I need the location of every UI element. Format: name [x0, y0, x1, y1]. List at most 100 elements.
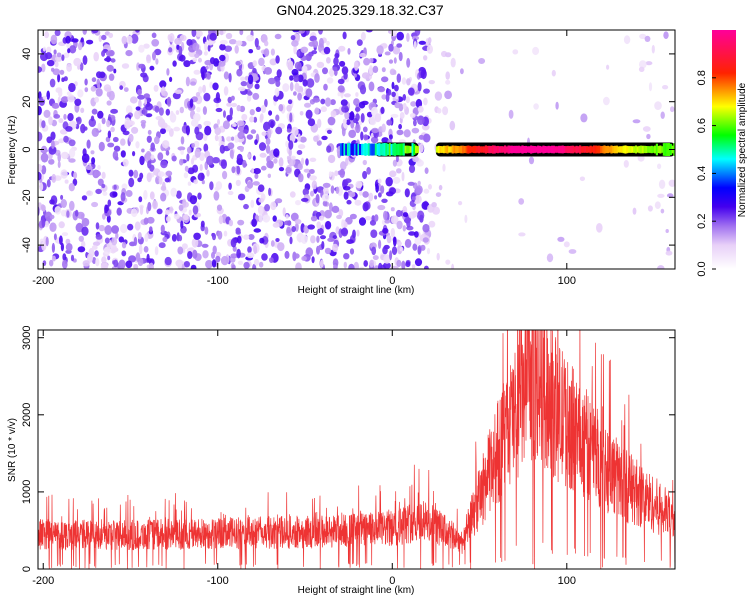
heatmap-cell — [296, 150, 303, 155]
heatmap-cell — [118, 236, 125, 243]
heatmap-cell — [212, 245, 217, 255]
heatmap-cell — [154, 105, 160, 113]
heatmap-cell — [377, 178, 382, 184]
colorbar-tick-label: 0.2 — [696, 214, 708, 229]
heatmap-cell — [157, 171, 165, 178]
heatmap-cell — [46, 59, 55, 67]
heatmap-cell — [243, 261, 250, 269]
heatmap-cell — [248, 49, 254, 54]
heatmap-cell — [160, 160, 168, 169]
heatmap-cell — [223, 230, 228, 237]
heatmap-cell — [228, 72, 232, 83]
signal-band-cell — [593, 145, 596, 154]
heatmap-cell — [194, 53, 200, 59]
heatmap-cell — [226, 102, 233, 107]
heatmap-cell — [107, 142, 115, 148]
heatmap-cell — [195, 30, 203, 37]
heatmap-cell — [242, 129, 249, 134]
heatmap-cell — [254, 76, 259, 81]
heatmap-cell — [241, 113, 248, 121]
heatmap-cell — [81, 226, 89, 236]
heatmap-cell — [374, 113, 382, 123]
heatmap-cell — [380, 106, 385, 114]
heatmap-cell — [289, 75, 294, 81]
heatmap-cell — [377, 204, 386, 211]
heatmap-cell — [302, 79, 308, 87]
heatmap-cell — [97, 110, 104, 119]
heatmap-cell — [423, 55, 428, 61]
heatmap-cell — [644, 35, 651, 43]
heatmap-cell — [257, 184, 265, 192]
heatmap-cell — [320, 106, 327, 113]
heatmap-cell — [414, 258, 423, 267]
heatmap-cell — [262, 214, 271, 223]
x-tick-label: -100 — [207, 575, 229, 587]
heatmap-cell — [381, 123, 386, 133]
heatmap-cell — [417, 246, 422, 255]
heatmap-cell — [368, 81, 375, 92]
signal-band-cell — [521, 145, 524, 154]
heatmap-cell — [337, 78, 345, 85]
signal-band-cell — [451, 145, 454, 154]
heatmap-cell — [253, 259, 260, 266]
heatmap-cell — [138, 99, 142, 109]
heatmap-cell — [331, 205, 340, 213]
heatmap-cell — [639, 60, 647, 69]
heatmap-cell — [361, 72, 370, 79]
heatmap-cell — [229, 39, 237, 45]
heatmap-cell — [90, 115, 95, 122]
heatmap-cell — [207, 44, 211, 52]
x-tick-label: 0 — [389, 275, 395, 287]
heatmap-cell — [224, 45, 232, 52]
heatmap-cell — [237, 193, 246, 201]
heatmap-cell — [183, 172, 189, 179]
heatmap-cell — [82, 30, 87, 35]
heatmap-cell — [366, 111, 373, 118]
heatmap-cell — [46, 136, 53, 144]
signal-band-cell — [524, 145, 528, 154]
heatmap-cell — [546, 253, 554, 263]
heatmap-cell — [445, 71, 451, 80]
signal-band-cell — [533, 146, 536, 153]
heatmap-cell — [426, 247, 431, 255]
heatmap-cell — [313, 135, 319, 142]
heatmap-cell — [324, 247, 332, 255]
heatmap-cell — [668, 179, 675, 187]
heatmap-cell — [91, 127, 100, 137]
signal-band-cell — [406, 145, 409, 154]
heatmap-cell — [217, 119, 220, 125]
heatmap-cell — [111, 225, 119, 234]
signal-band-cell — [357, 143, 360, 156]
heatmap-cell — [414, 236, 422, 246]
heatmap-cell — [289, 112, 293, 123]
heatmap-cell — [301, 197, 309, 202]
signal-band-cell — [388, 143, 391, 156]
heatmap-cell — [80, 123, 86, 134]
heatmap-cell — [169, 206, 174, 214]
heatmap-cell — [203, 143, 209, 153]
heatmap-cell — [320, 235, 326, 240]
signal-band-cell — [435, 146, 439, 153]
signal-band-cell — [437, 145, 440, 154]
heatmap-cell — [318, 37, 324, 48]
heatmap-cell — [90, 150, 95, 155]
heatmap-cell — [64, 179, 69, 184]
heatmap-cell — [133, 169, 139, 179]
signal-band-cell — [346, 143, 350, 156]
heatmap-cell — [197, 172, 205, 181]
heatmap-cell — [512, 49, 519, 55]
heatmap-cell — [50, 34, 58, 45]
heatmap-cell — [408, 231, 416, 236]
heatmap-cell — [259, 237, 265, 244]
heatmap-cell — [51, 119, 57, 127]
heatmap-cell — [169, 128, 174, 137]
heatmap-cell — [91, 108, 98, 115]
heatmap-cell — [145, 103, 153, 111]
heatmap-cell — [143, 43, 150, 49]
heatmap-cell — [216, 204, 223, 211]
heatmap-cell — [177, 261, 182, 269]
heatmap-cell — [68, 158, 76, 163]
signal-band-cell — [600, 146, 603, 154]
heatmap-cell — [334, 53, 340, 59]
